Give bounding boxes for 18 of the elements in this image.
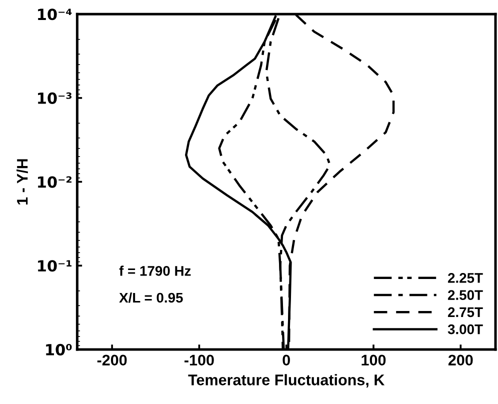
legend-label: 2.25T (448, 273, 483, 283)
y-axis-title: 1 - Y/H (16, 159, 28, 204)
x-axis-title: Temerature Fluctuations, K (188, 374, 385, 388)
x-tick-label: 200 (448, 354, 473, 366)
x-tick-label: -100 (184, 354, 214, 366)
legend-label: 3.00T (448, 324, 483, 334)
legend-label: 2.75T (448, 307, 483, 318)
x-tick-label: 100 (362, 354, 386, 366)
annotation: X/L = 0.95 (119, 292, 183, 303)
y-tick-label: 10⁻¹ (38, 260, 72, 272)
legend-label: 2.50T (448, 290, 483, 300)
x-tick-label: -200 (97, 354, 127, 366)
y-tick-label: 10⁻³ (38, 92, 72, 104)
x-tick-label: 0 (282, 354, 290, 366)
y-tick-label: 10⁰ (46, 344, 72, 356)
y-tick-label: 10⁻² (38, 176, 72, 188)
y-tick-label: 10⁻⁴ (38, 8, 72, 20)
annotation: f = 1790 Hz (119, 266, 191, 276)
